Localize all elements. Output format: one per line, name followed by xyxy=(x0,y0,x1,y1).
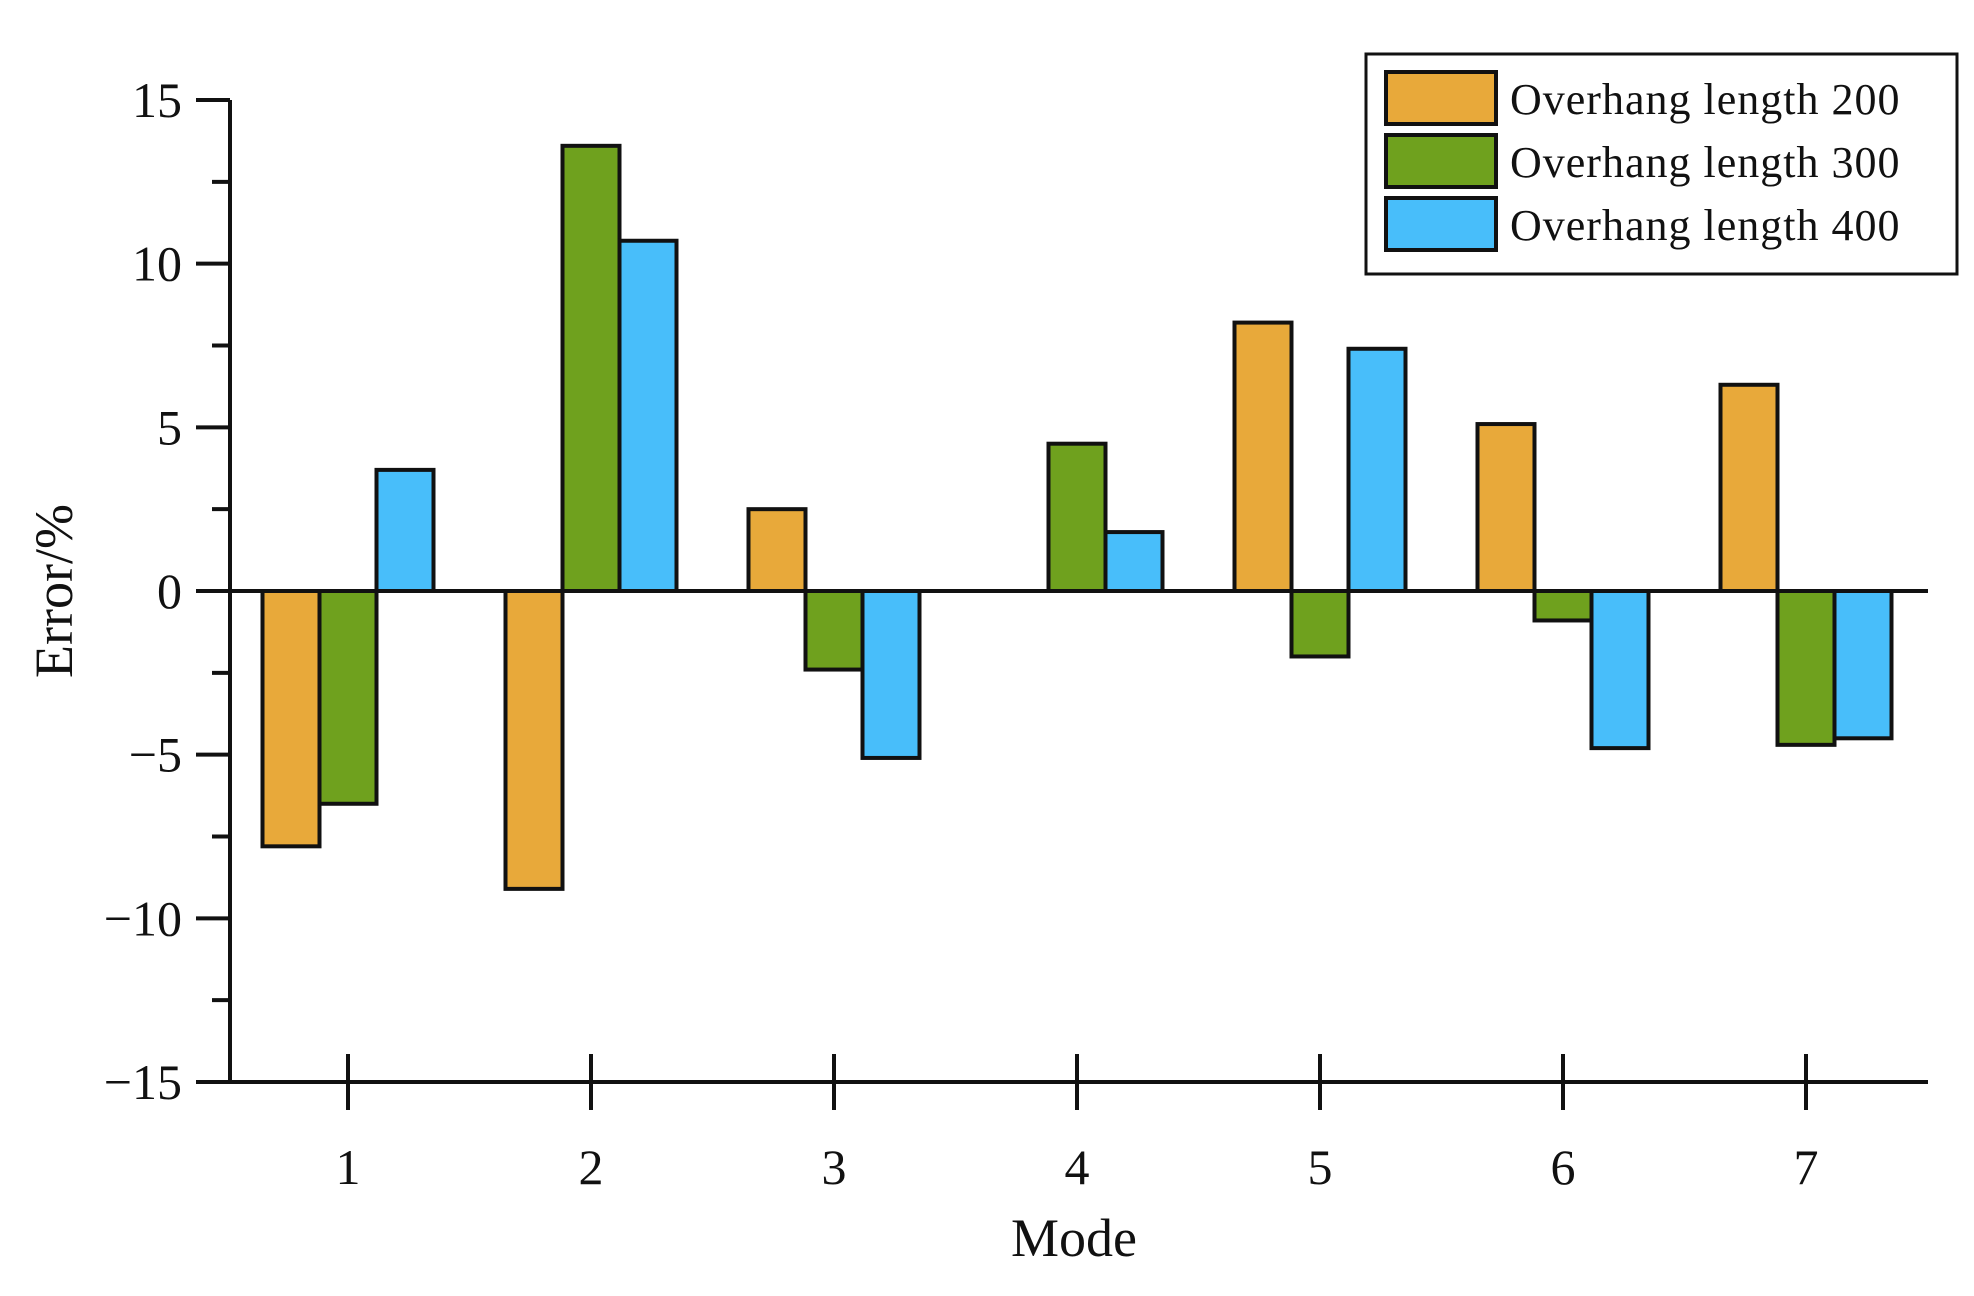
y-tick-label: −15 xyxy=(104,1054,182,1110)
bar-mode4-series2 xyxy=(1046,441,1108,594)
bar-mode7-series1 xyxy=(1718,382,1780,593)
bar-mode3-series3 xyxy=(860,589,922,760)
bars-layer xyxy=(260,143,1894,891)
y-axis-title: Error/% xyxy=(24,504,84,678)
x-tick-label: 6 xyxy=(1551,1139,1576,1195)
bar-mode4-series3 xyxy=(1103,530,1165,594)
y-tick-label: 0 xyxy=(157,563,182,619)
legend-swatch-series3 xyxy=(1384,196,1498,252)
y-tick-label: 15 xyxy=(132,72,182,128)
x-axis-title: Mode xyxy=(1011,1208,1137,1268)
bar-mode1-series1 xyxy=(260,589,322,849)
legend-label-series3: Overhang length 400 xyxy=(1510,201,1900,250)
bar-mode7-series2 xyxy=(1775,589,1837,747)
bar-mode3-series2 xyxy=(803,589,865,672)
y-tick-label: −10 xyxy=(104,890,182,946)
x-tick-label: 2 xyxy=(579,1139,604,1195)
legend-swatch-series2 xyxy=(1384,133,1498,189)
legend-swatch-series1 xyxy=(1384,70,1498,126)
legend-label-series2: Overhang length 300 xyxy=(1510,138,1900,187)
bar-mode2-series1 xyxy=(503,589,565,891)
bar-mode5-series2 xyxy=(1289,589,1351,659)
bar-mode5-series1 xyxy=(1232,320,1294,593)
x-tick-label: 3 xyxy=(822,1139,847,1195)
y-tick-label: 10 xyxy=(132,236,182,292)
bar-mode1-series2 xyxy=(317,589,379,806)
bar-mode7-series3 xyxy=(1832,589,1894,741)
x-tick-label: 1 xyxy=(336,1139,361,1195)
x-tick-label: 7 xyxy=(1794,1139,1819,1195)
bar-mode6-series1 xyxy=(1475,422,1537,593)
legend-label-series1: Overhang length 200 xyxy=(1510,75,1900,124)
bar-mode3-series1 xyxy=(746,507,808,593)
x-tick-label: 4 xyxy=(1065,1139,1090,1195)
bar-mode1-series3 xyxy=(374,467,436,593)
bar-mode2-series2 xyxy=(560,143,622,593)
y-tick-label: −5 xyxy=(129,727,182,783)
y-tick-label: 5 xyxy=(157,399,182,455)
legend: Overhang length 200 Overhang length 300 Ov… xyxy=(1364,52,1959,276)
bar-mode6-series2 xyxy=(1532,589,1594,623)
x-tick-label: 5 xyxy=(1308,1139,1333,1195)
bar-mode6-series3 xyxy=(1589,589,1651,751)
bar-mode5-series3 xyxy=(1346,346,1408,594)
bar-mode2-series3 xyxy=(617,238,679,593)
ticks-layer: 15 10 5 0 −5 −10 −15 1 2 3 4 5 6 7 xyxy=(104,72,1819,1195)
